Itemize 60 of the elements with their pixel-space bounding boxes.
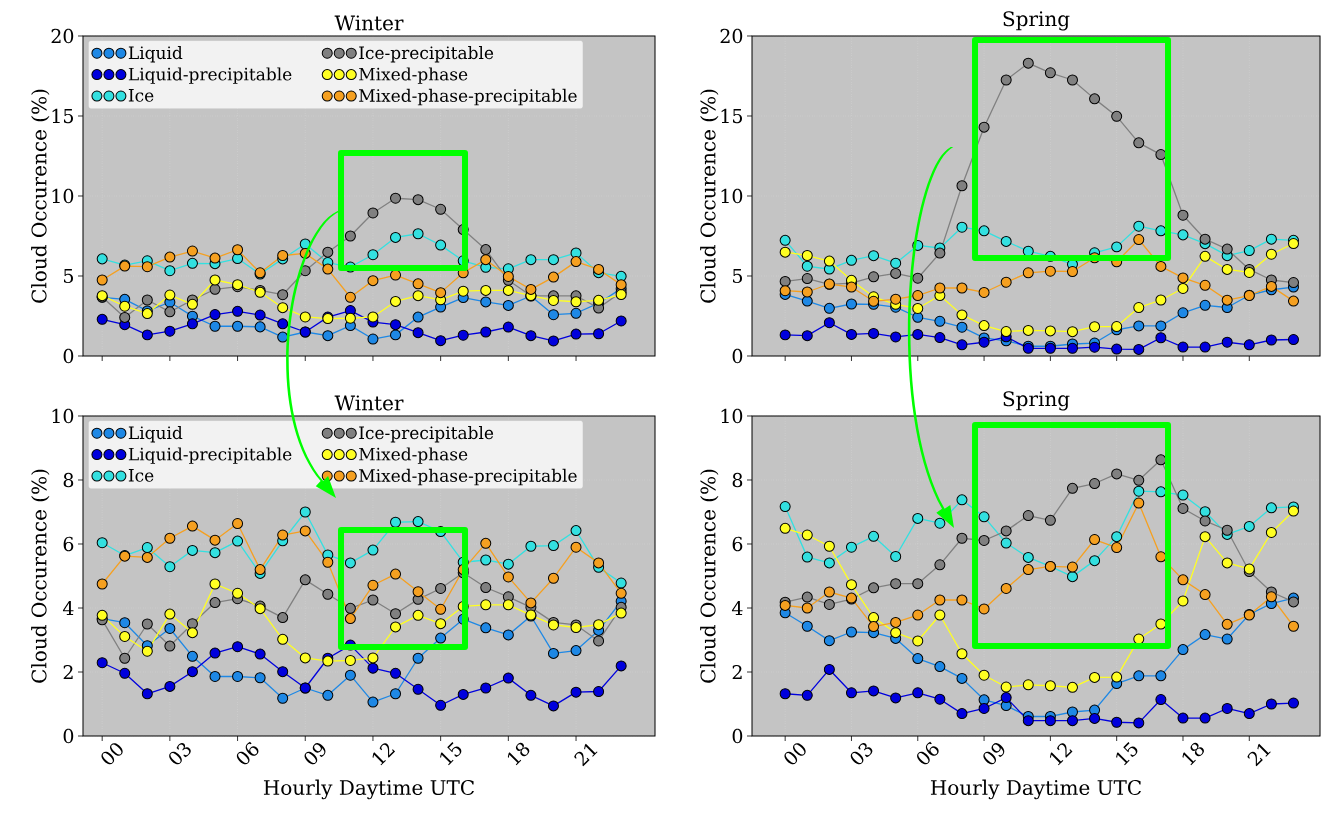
- y-tick-label: 0: [732, 728, 743, 744]
- legend-label: Mixed-phase-precipitable: [359, 88, 577, 106]
- chart-title: Spring: [1003, 391, 1070, 411]
- chart-title: Winter: [334, 15, 404, 31]
- legend-label: Liquid: [128, 45, 183, 63]
- y-axis-title: Cloud Occurence (%): [31, 469, 50, 683]
- y-tick-label: 10: [721, 188, 743, 204]
- x-tick-label: 09: [983, 743, 1005, 765]
- y-tick-label: 0: [732, 348, 743, 364]
- x-tick-label: 15: [440, 742, 462, 766]
- y-axis-title: Cloud Occurence (%): [700, 469, 719, 683]
- y-tick-label: 10: [52, 188, 74, 204]
- x-tick-label: 06: [236, 741, 259, 765]
- legend-label: Liquid-precipitable: [128, 67, 292, 84]
- x-tick-label: 21: [574, 743, 598, 767]
- x-tick-label: 18: [1182, 742, 1204, 766]
- legend-label: Ice: [128, 89, 154, 102]
- y-tick-label: 15: [721, 108, 742, 124]
- y-tick-label: 5: [64, 268, 73, 284]
- y-tick-label: 20: [720, 28, 743, 44]
- y-tick-label: 8: [63, 472, 74, 488]
- x-tick-label: 21: [1247, 743, 1271, 767]
- x-tick-label: 09: [304, 743, 326, 765]
- x-tick-label: 06: [917, 741, 939, 765]
- legend-label: Mixed-phase: [359, 67, 468, 84]
- legend-label: Mixed-phase: [359, 447, 468, 464]
- x-tick-label: 12: [372, 743, 396, 766]
- chart-title: Spring: [1003, 11, 1070, 31]
- legend-label: Liquid: [128, 425, 183, 443]
- y-tick-label: 6: [63, 536, 74, 552]
- legend-label: Liquid-precipitable: [128, 447, 292, 464]
- x-tick-label: 03: [169, 742, 191, 765]
- x-axis-title: Hourly Daytime UTC: [263, 779, 474, 800]
- x-tick-label: 03: [850, 742, 873, 765]
- x-tick-label: 00: [101, 743, 123, 765]
- y-tick-label: 4: [731, 600, 743, 616]
- x-tick-label: 18: [507, 742, 530, 766]
- chart-title: Winter: [334, 395, 404, 411]
- y-tick-label: 10: [721, 408, 743, 424]
- legend-label: Ice-precipitable: [359, 45, 494, 63]
- y-tick-label: 0: [63, 348, 74, 364]
- y-tick-label: 4: [62, 600, 74, 616]
- x-axis-title: Hourly Daytime UTC: [930, 779, 1141, 800]
- y-tick-label: 6: [732, 536, 743, 552]
- y-tick-label: 5: [733, 268, 743, 284]
- x-tick-label: 00: [784, 743, 806, 765]
- y-tick-label: 10: [52, 408, 74, 424]
- legend-label: Ice: [128, 469, 154, 482]
- y-tick-label: 2: [732, 664, 742, 680]
- y-tick-label: 15: [52, 108, 73, 124]
- legend-label: Ice-precipitable: [359, 425, 494, 443]
- y-tick-label: 2: [63, 664, 73, 680]
- y-tick-label: 0: [63, 728, 74, 744]
- legend-label: Mixed-phase-precipitable: [359, 468, 577, 486]
- y-axis-title: Cloud Occurence (%): [700, 89, 719, 303]
- y-tick-label: 20: [51, 28, 74, 44]
- y-tick-label: 8: [732, 472, 743, 488]
- x-tick-label: 12: [1049, 743, 1073, 766]
- x-tick-label: 15: [1116, 742, 1138, 766]
- y-axis-title: Cloud Occurence (%): [31, 89, 50, 303]
